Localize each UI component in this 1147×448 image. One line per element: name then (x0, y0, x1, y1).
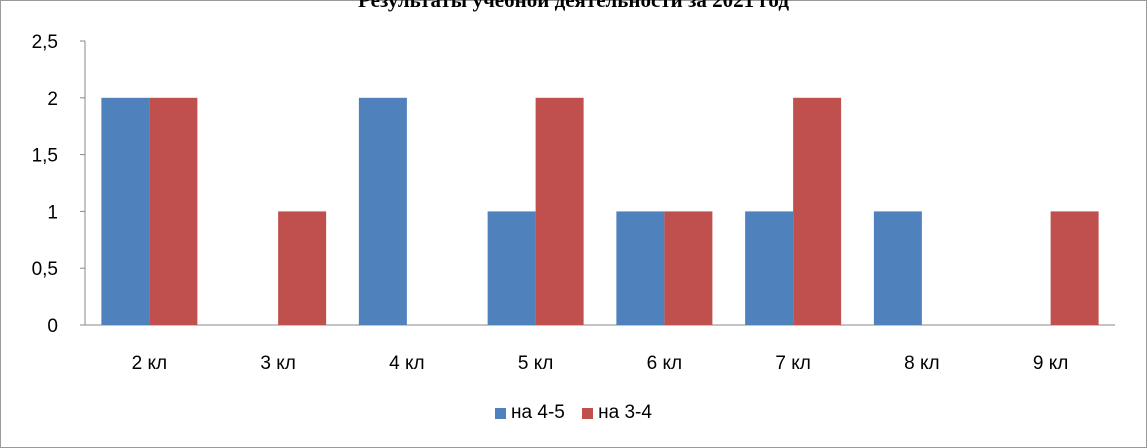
x-tick-label: 2 кл (132, 353, 167, 374)
bar-2-6-кл (664, 211, 713, 325)
y-tick-label: 1,5 (32, 146, 58, 167)
x-tick-label: 4 кл (389, 353, 424, 374)
bar-1-6-кл (616, 211, 665, 325)
x-tick-label: 8 кл (904, 353, 939, 374)
y-tick-label: 1 (47, 202, 58, 223)
legend-label-series-1: на 4-5 (511, 402, 565, 423)
chart-title: Результаты учебной деятельности за 2021 … (358, 0, 789, 12)
legend-label-series-2: на 3-4 (598, 402, 652, 423)
legend-swatch-series-1 (495, 407, 507, 419)
y-tick-label: 0 (47, 316, 58, 337)
x-tick-label: 7 кл (775, 353, 810, 374)
y-tick-label: 0,5 (32, 259, 58, 280)
bar-2-9-кл (1050, 211, 1099, 325)
bar-2-5-кл (535, 97, 584, 325)
x-tick-label: 6 кл (647, 353, 682, 374)
legend-item-series-2: на 3-4 (582, 402, 652, 424)
y-tick-label: 2 (47, 89, 58, 110)
x-tick-label: 5 кл (518, 353, 553, 374)
x-tick-label: 9 кл (1033, 353, 1068, 374)
bar-chart: 0 0,5 1 1,5 2 2,5 2 кл 3 кл 4 кл 5 кл 6 кл 7 кл 8 кл… (32, 32, 1115, 374)
bar-1-8-кл (873, 211, 922, 325)
bar-2-3-кл (278, 211, 327, 325)
legend: на 4-5 на 3-4 (0, 402, 1147, 425)
bar-1-2-кл (101, 97, 150, 325)
bar-1-7-кл (745, 211, 794, 325)
legend-item-series-1: на 4-5 (495, 402, 565, 424)
legend-swatch-series-2 (582, 407, 594, 419)
bar-2-7-кл (793, 97, 842, 325)
bar-1-5-кл (487, 211, 536, 325)
x-tick-label: 3 кл (260, 353, 295, 374)
y-tick-label: 2,5 (32, 32, 58, 53)
bar-1-4-кл (358, 97, 407, 325)
bar-2-2-кл (149, 97, 198, 325)
